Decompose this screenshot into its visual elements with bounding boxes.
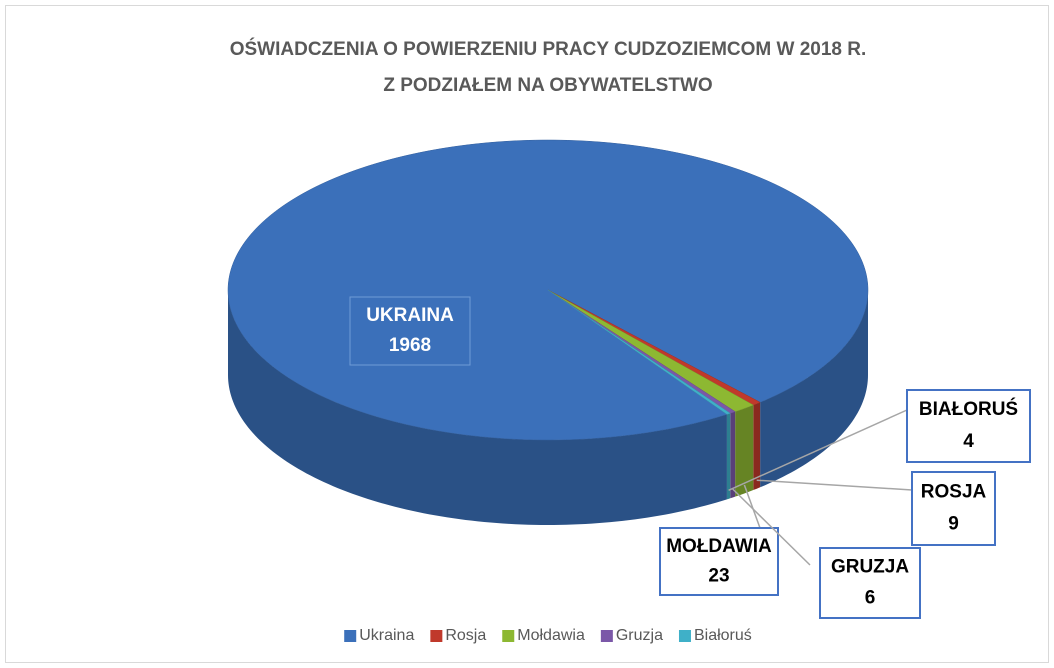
slice-side [753, 402, 761, 491]
leader-line [756, 479, 913, 491]
data-label: Rosja [921, 481, 987, 502]
legend-swatch [430, 630, 443, 642]
legend-swatch [600, 630, 613, 642]
legend-label: Ukraina [359, 627, 414, 644]
data-label: 6 [865, 587, 876, 608]
data-label: 1968 [389, 335, 431, 356]
legend: Ukraina Rosja Mołdawia Gruzja Białoruś [344, 627, 752, 644]
legend-label: Białoruś [694, 627, 752, 644]
leader-line [743, 484, 761, 529]
slice [547, 289, 731, 415]
data-label: Białoruś [919, 398, 1018, 420]
data-label-box [906, 389, 1031, 463]
data-label: 9 [948, 514, 959, 535]
data-label-box [659, 527, 779, 596]
data-label-box [349, 296, 471, 366]
legend-swatch [678, 630, 691, 642]
data-label: Gruzja [831, 557, 909, 578]
legend-swatch [502, 630, 515, 642]
legend-swatch [344, 630, 357, 642]
legend-label: Gruzja [616, 627, 663, 644]
legend-label: Mołdawia [517, 627, 585, 644]
slice-side [735, 405, 754, 497]
chart-title: Z PODZIAŁEM NA OBYWATELSTWO [383, 75, 712, 96]
data-label: Mołdawia [666, 536, 772, 557]
data-label-box [819, 547, 921, 619]
slice-side [726, 413, 731, 500]
data-label-box [911, 471, 996, 546]
leader-line [732, 488, 811, 566]
data-label: 23 [708, 565, 729, 586]
legend-label: Rosja [445, 627, 486, 644]
data-label: 4 [963, 431, 974, 452]
slice-side [760, 290, 868, 488]
data-label: Ukraina [366, 305, 454, 326]
chart-title: OŚWIADCZENIA O POWIERZENIU PRACY CUDZOZI… [230, 38, 867, 60]
slice-side [730, 411, 736, 499]
leader-line [728, 409, 908, 492]
slice-side [228, 290, 727, 525]
